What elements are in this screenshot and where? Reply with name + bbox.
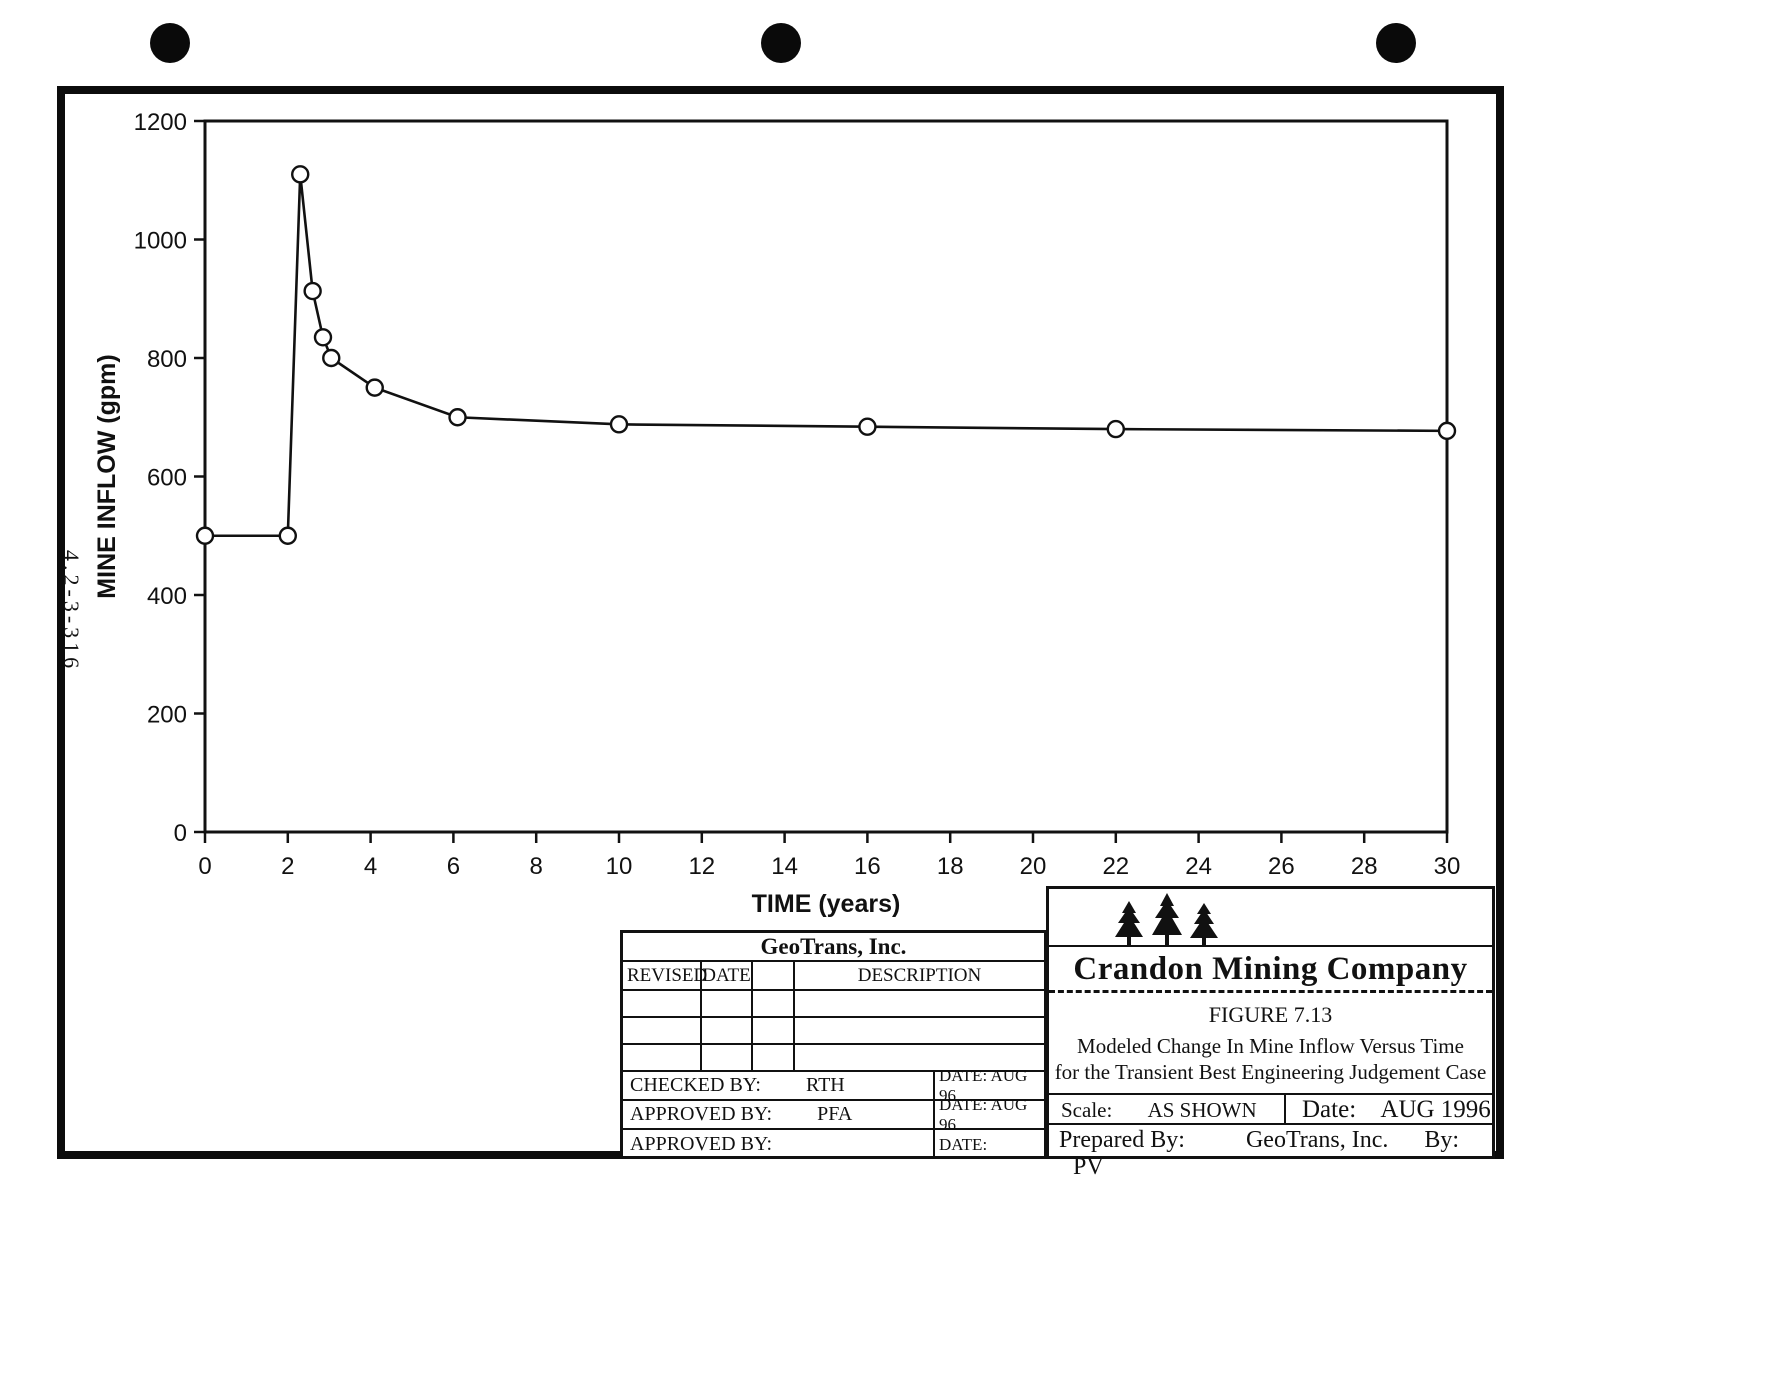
punch-hole — [761, 23, 801, 63]
x-tick-label: 2 — [281, 853, 294, 880]
data-point-marker — [322, 348, 341, 368]
approved-by-label: APPROVED BY: — [630, 1103, 773, 1125]
scale-value: AS SHOWN — [1147, 1098, 1257, 1122]
y-tick-label: 0 — [174, 820, 187, 847]
checked-by-value: RTH — [805, 1074, 845, 1096]
x-tick-label: 16 — [854, 853, 881, 880]
approved-date: DATE: AUG 96 — [933, 1095, 1044, 1134]
description-column-header: DESCRIPTION — [793, 962, 1044, 989]
scale-cell: Scale: AS SHOWN — [1049, 1095, 1284, 1123]
data-point-marker — [303, 281, 322, 301]
revision-empty-row — [623, 991, 1044, 1018]
geotrans-title: GeoTrans, Inc. — [760, 933, 907, 959]
revised-column-header: REVISED — [627, 964, 708, 986]
data-point-marker — [278, 526, 298, 545]
figure-caption: FIGURE 7.13 Modeled Change In Mine Inflo… — [1049, 993, 1492, 1093]
x-tick-label: 6 — [447, 853, 460, 880]
data-point-marker — [1437, 421, 1457, 441]
document-number-stamp: 4.2-3-316 — [59, 550, 84, 673]
logo-row — [1049, 889, 1492, 947]
prepared-by-value: GeoTrans, Inc. — [1245, 1127, 1389, 1153]
y-axis-title: MINE INFLOW (gpm) — [93, 354, 121, 598]
approved-by-row-2: APPROVED BY: DATE: — [623, 1130, 1044, 1159]
date-value: AUG 1996 — [1380, 1096, 1491, 1123]
x-tick-label: 0 — [198, 853, 211, 880]
revision-empty-row — [623, 1018, 1044, 1045]
geotrans-header: GeoTrans, Inc. — [623, 933, 1044, 962]
approved-date-2: DATE: — [933, 1130, 1044, 1159]
data-point-marker — [448, 408, 467, 427]
revision-header-row: REVISED DATE DESCRIPTION — [623, 962, 1044, 991]
x-tick-label: 14 — [771, 853, 798, 880]
revision-table: GeoTrans, Inc. REVISED DATE DESCRIPTION … — [620, 930, 1047, 1159]
y-tick-label: 600 — [147, 465, 187, 492]
y-tick-label: 400 — [147, 583, 187, 610]
data-point-marker — [858, 417, 877, 436]
figure-title-line-2: for the Transient Best Engineering Judge… — [1054, 1060, 1487, 1084]
x-tick-label: 30 — [1434, 853, 1461, 880]
plot-box — [203, 119, 1449, 834]
scale-date-row: Scale: AS SHOWN Date: AUG 1996 — [1049, 1093, 1492, 1123]
data-point-marker — [313, 328, 333, 347]
x-tick-label: 28 — [1351, 853, 1378, 880]
y-tick-label: 1000 — [134, 228, 187, 255]
figure-title-line-1: Modeled Change In Mine Inflow Versus Tim… — [1077, 1034, 1464, 1058]
x-tick-label: 24 — [1185, 853, 1212, 880]
approved-by-2-label: APPROVED BY: — [630, 1133, 773, 1155]
x-axis-title: TIME (years) — [752, 890, 901, 918]
approved-by-value: PFA — [817, 1103, 853, 1125]
mine-inflow-chart: 0 2 4 6 8 10 12 14 16 18 20 22 24 26 28 300200400600800… — [93, 109, 1461, 918]
pine-trees-icon — [1115, 893, 1218, 945]
x-tick-label: 20 — [1020, 853, 1047, 880]
x-tick-label: 10 — [606, 853, 633, 880]
data-point-marker — [365, 378, 384, 397]
prepared-by-row: Prepared By: GeoTrans, Inc. By: PV — [1049, 1123, 1492, 1180]
y-tick-label: 200 — [147, 702, 187, 729]
prepared-by-label: Prepared By: — [1059, 1127, 1185, 1153]
x-tick-label: 4 — [364, 853, 377, 880]
approved-by-row: APPROVED BY: PFA DATE: AUG 96 — [623, 1095, 1044, 1134]
spacer-column — [751, 962, 793, 989]
x-tick-label: 26 — [1268, 853, 1295, 880]
mine-inflow-line — [205, 174, 1448, 538]
scale-label: Scale: — [1061, 1098, 1113, 1122]
checked-by-label: CHECKED BY: — [630, 1074, 761, 1096]
by-value: PV — [1073, 1154, 1104, 1180]
data-point-marker — [1106, 419, 1126, 439]
checked-by-row: CHECKED BY: RTH DATE: AUG 96 — [623, 1066, 1044, 1105]
date-cell: Date: AUG 1996 — [1284, 1095, 1492, 1123]
data-point-marker — [195, 526, 215, 545]
date-label: Date: — [1302, 1096, 1357, 1123]
x-tick-label: 22 — [1102, 853, 1129, 880]
data-point-marker — [609, 415, 629, 434]
x-tick-label: 8 — [530, 853, 543, 880]
y-tick-label: 1200 — [134, 109, 187, 136]
figure-number: FIGURE 7.13 — [1208, 1002, 1333, 1027]
punch-hole — [1376, 23, 1416, 63]
punch-hole — [150, 23, 190, 63]
x-tick-label: 18 — [937, 853, 964, 880]
revision-empty-row — [623, 1045, 1044, 1072]
company-name: Crandon Mining Company — [1049, 947, 1492, 993]
data-point-marker — [291, 165, 310, 184]
y-tick-label: 800 — [147, 346, 187, 373]
by-label: By: — [1424, 1127, 1460, 1153]
x-tick-label: 12 — [688, 853, 715, 880]
company-title-block: Crandon Mining Company FIGURE 7.13 Model… — [1046, 886, 1495, 1180]
date-column-header: DATE — [700, 962, 751, 989]
